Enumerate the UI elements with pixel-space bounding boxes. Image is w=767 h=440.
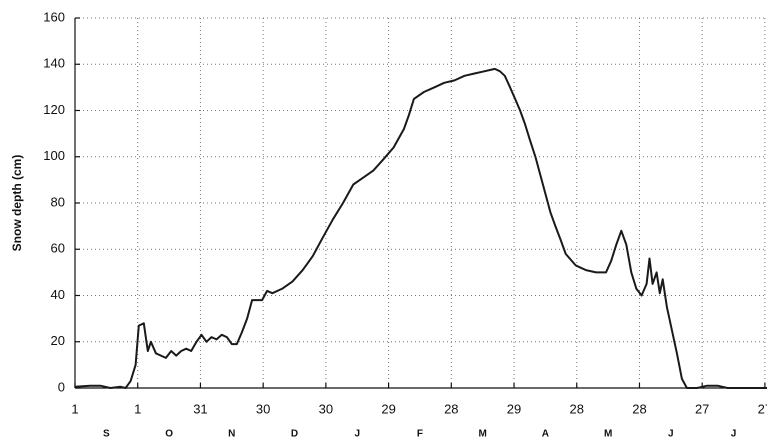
y-axis-label: Snow depth (cm): [10, 155, 24, 252]
x-tick-label: 1: [134, 401, 141, 416]
month-label: J: [731, 429, 737, 440]
month-label: F: [417, 429, 423, 440]
month-label: A: [542, 429, 549, 440]
y-tick-label: 60: [51, 241, 65, 256]
month-label: O: [165, 429, 173, 440]
month-label: M: [479, 429, 487, 440]
month-label: D: [291, 429, 298, 440]
x-tick-label: 1: [71, 401, 78, 416]
month-label: N: [228, 429, 235, 440]
month-label: M: [604, 429, 612, 440]
x-tick-label: 30: [256, 401, 270, 416]
x-tick-label: 27: [695, 401, 709, 416]
x-tick-label: 27: [758, 401, 767, 416]
month-label: S: [103, 429, 110, 440]
x-tick-label: 28: [632, 401, 646, 416]
x-tick-label: 28: [444, 401, 458, 416]
x-tick-label: 31: [193, 401, 207, 416]
snow-depth-line: [74, 67, 767, 389]
y-tick-label: 80: [51, 194, 65, 209]
x-tick-label: 28: [570, 401, 584, 416]
x-tick-label: 29: [507, 401, 521, 416]
y-tick-label: 140: [43, 56, 65, 71]
month-label: J: [354, 429, 360, 440]
month-label: J: [668, 429, 674, 440]
y-tick-label: 120: [43, 102, 65, 117]
y-tick-label: 160: [43, 9, 65, 24]
y-tick-label: 20: [51, 333, 65, 348]
y-tick-label: 100: [43, 148, 65, 163]
x-tick-label: 29: [381, 401, 395, 416]
y-tick-label: 40: [51, 287, 65, 302]
y-tick-label: 0: [58, 379, 65, 394]
x-tick-label: 30: [319, 401, 333, 416]
